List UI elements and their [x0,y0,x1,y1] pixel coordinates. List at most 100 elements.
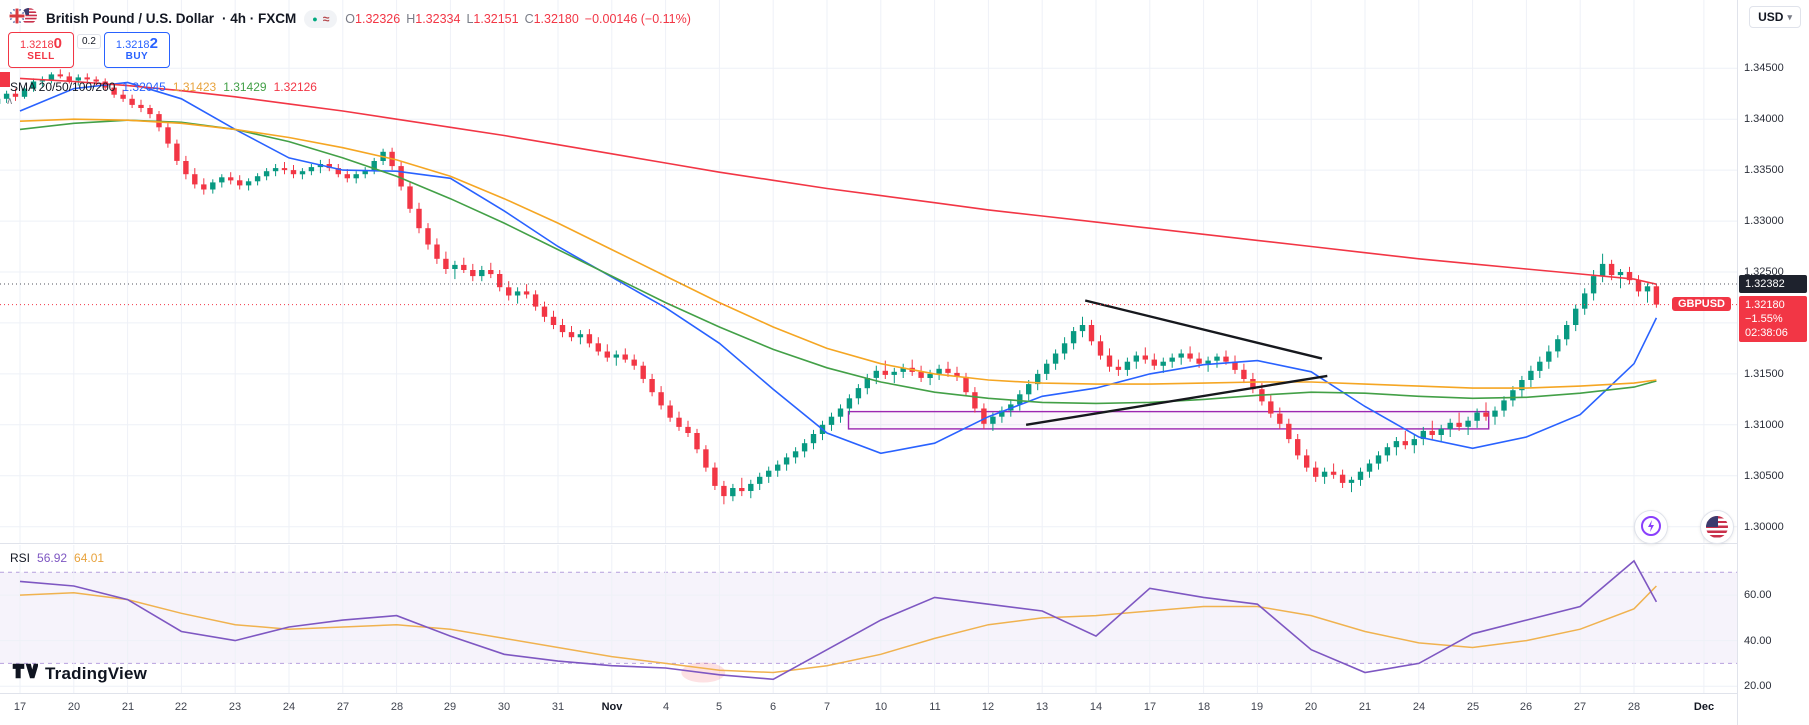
price-axis-label: 1.33500 [1744,164,1784,176]
time-axis-label: 23 [228,701,242,713]
market-status-pill[interactable]: ● ≈ [304,9,338,28]
time-axis-label: 27 [336,701,350,713]
time-axis-label: 11 [929,701,941,713]
rsi-signal-value: 64.01 [74,551,105,565]
tradingview-logo[interactable]: TradingView [12,660,147,687]
time-axis-label: 31 [551,701,565,713]
time-axis-label: 14 [1089,701,1103,713]
sell-button[interactable]: 1.32180 SELL [8,32,74,68]
time-axis-label: 28 [390,701,404,713]
low-label: L [466,11,474,26]
time-axis-label: 7 [823,701,831,713]
time-axis-label: 4 [662,701,670,713]
time-axis-label: 26 [1519,701,1533,713]
time-axis-label: 20 [67,701,81,713]
symbol-price-tag: GBPUSD [1671,297,1731,311]
time-axis-label: 12 [981,701,995,713]
last-price-badge: 1.32382 [1739,275,1807,293]
time-axis-label: 24 [282,701,296,713]
buy-price: 1.3218 [115,39,150,51]
close-value: 1.32180 [533,11,579,26]
rsi-label: RSI [10,551,31,565]
time-axis-label: Nov [601,701,623,713]
price-axis-label: 1.30500 [1744,470,1784,482]
symbol-title[interactable]: British Pound / U.S. Dollar [46,11,215,26]
rsi-axis-label: 20.00 [1744,680,1772,692]
time-axis-label: 28 [1627,701,1641,713]
time-axis-divider [0,693,1737,694]
time-axis-label: Dec [1693,701,1715,713]
sell-price-big-digit: 0 [53,35,62,52]
time-axis-label: 13 [1035,701,1049,713]
time-axis-label: 6 [769,701,777,713]
left-edge-price-marker [0,72,10,87]
buy-button[interactable]: 1.32182 BUY [103,32,170,68]
time-axis-label: 19 [1250,701,1264,713]
tradingview-logo-text: TradingView [45,663,148,683]
time-axis-label: 24 [1412,701,1426,713]
time-axis-label: 17 [13,701,27,713]
price-axis-label: 1.34500 [1744,62,1784,74]
pane-divider[interactable] [0,543,1737,544]
sma200-value: 1.32126 [273,80,317,94]
buy-sell-widget: 1.32180 SELL 0.2 1.32182 BUY [8,32,170,68]
sell-price: 1.3218 [20,39,54,51]
symbol-header: British Pound / U.S. Dollar · 4h · FXCM … [8,7,691,30]
market-open-dot-icon: ● [312,13,318,24]
time-axis-label: 18 [1197,701,1211,713]
high-label: H [406,11,416,26]
buy-label: BUY [125,51,149,62]
high-value: 1.32334 [415,11,461,26]
time-axis-label: 20 [1304,701,1318,713]
rsi-axis-label: 40.00 [1744,635,1772,647]
currency-pair-icon [8,7,38,30]
bid-change: −1.55% [1745,313,1783,325]
sentiment-widget-button[interactable] [1634,510,1668,544]
us-flag-icon [1706,516,1728,538]
interval-exchange-label[interactable]: · 4h · FXCM [222,11,297,26]
low-value: 1.32151 [473,11,519,26]
time-axis-label: 25 [1466,701,1480,713]
open-value: 1.32326 [355,11,401,26]
price-chart-canvas[interactable] [0,0,1737,543]
bid-price: 1.32180 [1745,299,1785,311]
spread-value: 0.2 [77,34,101,49]
rsi-value: 56.92 [37,551,68,565]
sma-indicator-legend[interactable]: SMA 20/50/100/200 1.32045 1.31423 1.3142… [10,80,317,94]
price-axis-label: 1.31000 [1744,419,1784,431]
sell-label: SELL [27,51,55,62]
currency-selector-button[interactable]: USD ▾ [1749,6,1801,28]
price-axis-label: 1.31500 [1744,368,1784,380]
price-axis[interactable] [1737,0,1809,725]
price-axis-label: 1.30000 [1744,521,1784,533]
sma20-value: 1.32045 [122,80,166,94]
time-axis-label: 21 [121,701,135,713]
time-axis-label: 5 [715,701,723,713]
close-label: C [524,11,534,26]
sma-label: SMA 20/50/100/200 [10,80,116,94]
change-value: −0.00146 (−0.11%) [584,11,691,26]
economic-calendar-button[interactable] [1700,510,1734,544]
rsi-indicator-legend[interactable]: RSI 56.92 64.01 [10,551,104,565]
chevron-down-icon: ▾ [1787,11,1792,22]
time-axis-label: 10 [874,701,888,713]
rsi-indicator-pane[interactable] [0,545,1737,693]
sma100-value: 1.31429 [223,80,267,94]
bid-price-badge: 1.32180 −1.55% 02:38:06 [1739,296,1807,342]
currency-label: USD [1758,10,1784,24]
time-axis-label: 29 [443,701,457,713]
open-label: O [345,11,356,26]
rsi-axis-label: 60.00 [1744,589,1772,601]
tradingview-logo-icon [12,660,39,687]
buy-price-big-digit: 2 [149,35,158,52]
ohlc-readout: O1.32326 H1.32334 L1.32151 C1.32180 −0.0… [345,12,691,26]
pane-collapse-icon[interactable]: ∧ [6,96,14,107]
price-axis-label: 1.33000 [1744,215,1784,227]
bar-countdown: 02:38:06 [1745,327,1788,339]
time-axis-label: 27 [1573,701,1587,713]
time-axis-label: 22 [174,701,188,713]
time-axis-label: 30 [497,701,511,713]
time-axis-label: 21 [1358,701,1372,713]
time-axis-label: 17 [1143,701,1157,713]
